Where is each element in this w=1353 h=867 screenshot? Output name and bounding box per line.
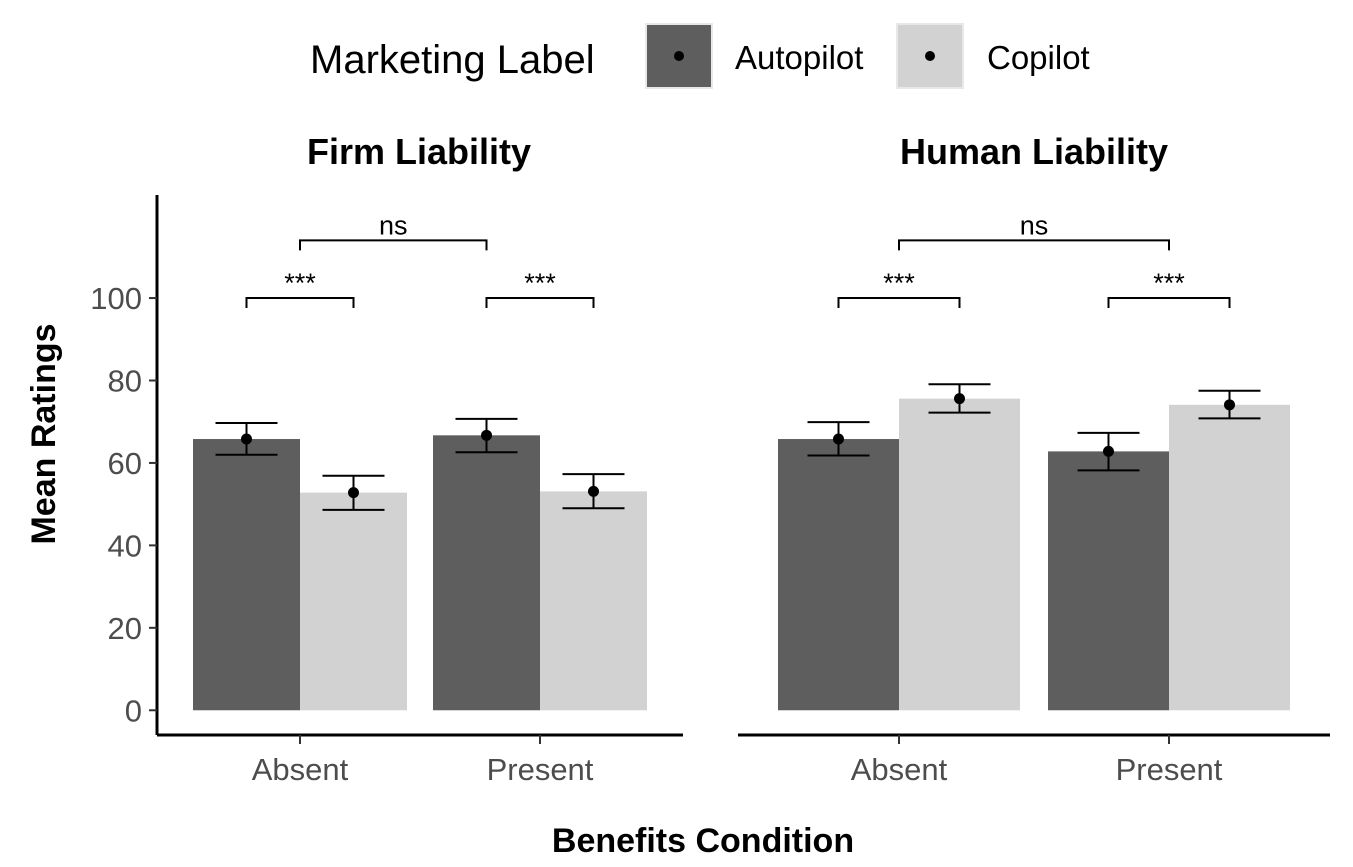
significance-bracket-0 [245, 297, 355, 309]
legend-label-autopilot: Autopilot [735, 39, 863, 76]
facet-title-human: Human Liability [900, 131, 1168, 172]
significance-label-0: *** [284, 268, 316, 298]
bar-copilot-present [540, 491, 647, 711]
bar-autopilot-present [433, 435, 540, 711]
legend: Marketing Label Autopilot Copilot [310, 23, 1090, 89]
significance-label-1: *** [1153, 268, 1185, 298]
significance-bracket-2 [299, 239, 488, 251]
y-axis-title: Mean Ratings [25, 323, 63, 544]
y-tick-label-20: 20 [108, 611, 142, 646]
bar-autopilot-present [1048, 451, 1169, 711]
legend-point-autopilot [674, 51, 684, 61]
facet-title-firm: Firm Liability [307, 131, 531, 172]
significance-label-1: *** [524, 268, 556, 298]
y-tick-label-0: 0 [125, 693, 142, 728]
point-copilot-present [588, 485, 599, 497]
point-autopilot-present [481, 429, 492, 441]
y-tick-label-60: 60 [108, 446, 142, 481]
x-axis-title: Benefits Condition [552, 822, 854, 860]
point-copilot-absent [348, 487, 359, 499]
significance-bracket-2 [898, 239, 1170, 251]
bar-autopilot-absent [193, 439, 300, 711]
panel-human-liability: Absent Present *** *** ns [738, 210, 1330, 787]
significance-bracket-1 [485, 297, 595, 309]
bar-copilot-absent [300, 492, 407, 711]
x-tick-label-present: Present [1116, 752, 1223, 787]
bar-copilot-present [1169, 404, 1290, 711]
y-axis: 0 20 40 60 80 100 [90, 195, 159, 735]
y-tick-label-40: 40 [108, 528, 142, 563]
y-tick-label-100: 100 [90, 281, 142, 316]
legend-title: Marketing Label [310, 38, 595, 82]
significance-label-2: ns [1020, 210, 1049, 240]
y-tick-label-80: 80 [108, 363, 142, 398]
bar-autopilot-absent [778, 439, 899, 711]
legend-point-copilot [925, 51, 935, 61]
legend-item-copilot: Copilot [896, 23, 1090, 89]
bar-copilot-absent [899, 398, 1020, 711]
significance-label-0: *** [883, 268, 915, 298]
significance-label-2: ns [379, 210, 408, 240]
x-tick-label-present: Present [487, 752, 594, 787]
x-tick-label-absent: Absent [851, 752, 948, 787]
x-tick-label-absent: Absent [252, 752, 349, 787]
panel-firm-liability: Absent Present *** *** ns [157, 210, 683, 787]
legend-label-copilot: Copilot [987, 39, 1090, 76]
significance-bracket-1 [1107, 297, 1231, 309]
point-copilot-present [1224, 399, 1235, 411]
legend-item-autopilot: Autopilot [645, 23, 863, 89]
point-copilot-absent [954, 393, 965, 405]
point-autopilot-absent [833, 433, 844, 445]
significance-bracket-0 [837, 297, 961, 309]
point-autopilot-absent [241, 433, 252, 445]
point-autopilot-present [1103, 445, 1114, 457]
